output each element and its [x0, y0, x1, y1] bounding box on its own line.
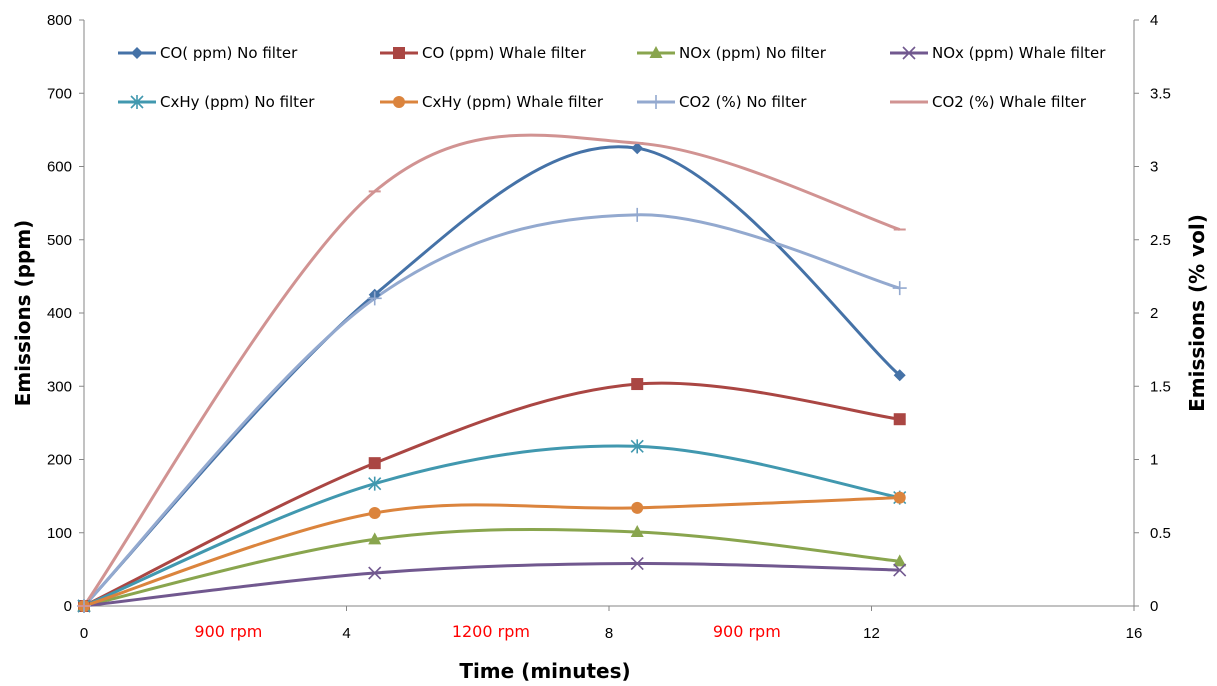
- y-tick-label: 600: [47, 159, 72, 176]
- y2-tick-label: 2: [1150, 305, 1158, 322]
- data-point: [893, 563, 907, 577]
- series-lines: [82, 133, 901, 608]
- data-point: [630, 525, 644, 538]
- y2-axis-title: Emissions (% vol): [1185, 214, 1209, 412]
- data-point: [630, 556, 644, 571]
- rpm-annotation: 900 rpm: [713, 622, 781, 641]
- data-point: [131, 47, 143, 59]
- data-point: [368, 476, 382, 491]
- tick-labels: 0 100 200 300 400 500 600 700 800 0 0.5 1 1.5 2 2.5 3 3.…: [47, 12, 1171, 642]
- y-tick-label: 500: [47, 232, 72, 249]
- legend-label: CxHy (ppm) Whale filter: [422, 93, 604, 111]
- y-tick-label: 300: [47, 378, 72, 395]
- data-point: [368, 506, 381, 519]
- series-line: [83, 381, 900, 608]
- legend-item: NOx (ppm) No filter: [637, 44, 827, 62]
- legend-label: CO2 (%) Whale filter: [932, 93, 1087, 111]
- legend-label: CO( ppm) No filter: [160, 44, 298, 62]
- y-tick-label: 400: [47, 305, 72, 322]
- y-axis-title: Emissions (ppm): [11, 220, 35, 407]
- y2-tick-label: 3.5: [1150, 85, 1171, 102]
- legend-item: CO2 (%) No filter: [637, 93, 807, 111]
- legend-item: CO( ppm) No filter: [118, 44, 298, 62]
- series-line: [83, 527, 900, 608]
- series-line: [82, 133, 901, 607]
- data-point: [368, 532, 382, 545]
- y2-tick-label: 0: [1150, 598, 1158, 615]
- series-markers: [77, 142, 907, 613]
- data-point: [649, 46, 663, 58]
- rpm-annotation: 1200 rpm: [452, 622, 530, 641]
- x-axis-title: Time (minutes): [459, 659, 630, 683]
- rpm-annotation: 900 rpm: [194, 622, 262, 641]
- y-tick-label: 100: [47, 525, 72, 542]
- y2-tick-label: 3: [1150, 159, 1158, 176]
- data-point: [393, 47, 405, 59]
- y-tick-label: 200: [47, 452, 72, 469]
- legend-label: CO2 (%) No filter: [679, 93, 807, 111]
- data-point: [893, 491, 906, 504]
- y2-tick-label: 1: [1150, 452, 1158, 469]
- series-line: [83, 444, 901, 608]
- x-tick-label: 0: [80, 625, 88, 642]
- data-point: [893, 369, 906, 382]
- data-point: [902, 46, 916, 60]
- legend-label: NOx (ppm) Whale filter: [932, 44, 1106, 62]
- data-point: [393, 96, 405, 108]
- data-point: [630, 207, 645, 222]
- data-point: [631, 142, 644, 155]
- data-point: [892, 281, 907, 296]
- legend-item: CO2 (%) Whale filter: [890, 93, 1087, 111]
- x-tick-label: 12: [863, 625, 880, 642]
- x-tick-label: 16: [1126, 625, 1143, 642]
- y2-tick-label: 2.5: [1150, 232, 1171, 249]
- series-line: [82, 213, 901, 608]
- legend-item: CO (ppm) Whale filter: [380, 44, 587, 62]
- data-point: [893, 413, 906, 426]
- x-tick-label: 4: [342, 625, 350, 642]
- legend-label: CO (ppm) Whale filter: [422, 44, 587, 62]
- data-point: [893, 554, 907, 567]
- series-line: [82, 145, 901, 608]
- legend-label: CxHy (ppm) No filter: [160, 93, 315, 111]
- data-point: [631, 378, 644, 391]
- legend-label: NOx (ppm) No filter: [679, 44, 827, 62]
- legend-item: CxHy (ppm) No filter: [118, 93, 315, 111]
- legend-item: CxHy (ppm) Whale filter: [380, 93, 604, 111]
- data-point: [367, 291, 382, 306]
- y-tick-label: 700: [47, 85, 72, 102]
- data-point: [649, 95, 663, 109]
- data-point: [130, 95, 144, 109]
- data-point: [368, 457, 381, 470]
- data-point: [631, 501, 644, 514]
- y-tick-label: 0: [64, 598, 72, 615]
- legend: CO( ppm) No filter CO (ppm) Whale filter N…: [118, 44, 1106, 111]
- data-point: [630, 439, 644, 454]
- legend-item: NOx (ppm) Whale filter: [890, 44, 1106, 62]
- data-point: [368, 566, 382, 580]
- series-line: [83, 561, 900, 608]
- y2-tick-label: 0.5: [1150, 525, 1171, 542]
- y2-tick-label: 1.5: [1150, 378, 1171, 395]
- series-line: [83, 496, 900, 608]
- y2-tick-label: 4: [1150, 12, 1158, 29]
- x-tick-label: 8: [605, 625, 613, 642]
- y-tick-label: 800: [47, 12, 72, 29]
- rpm-annotations: 900 rpm 1200 rpm 900 rpm: [194, 622, 780, 641]
